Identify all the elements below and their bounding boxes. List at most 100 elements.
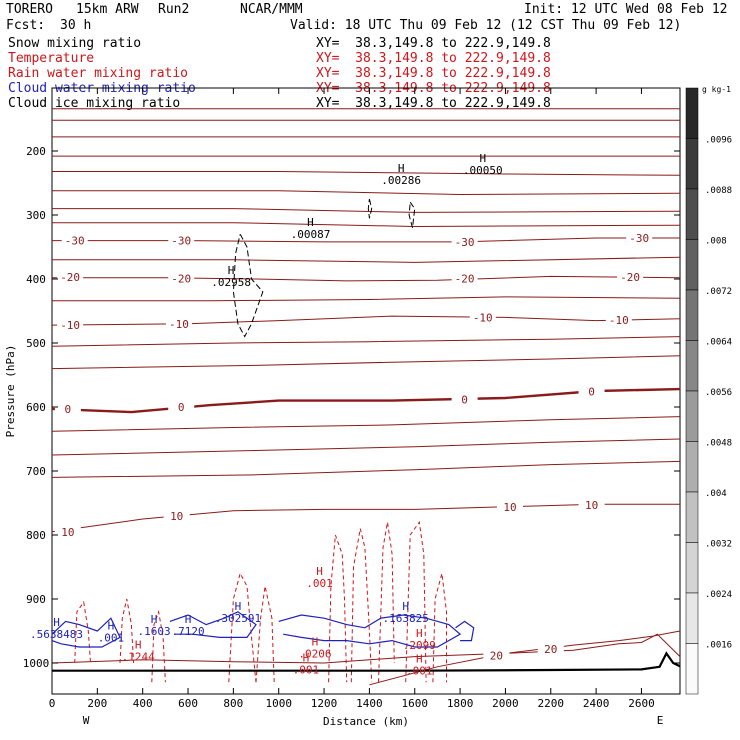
rain-max-value: .0206: [298, 647, 331, 660]
temperature-contour-label: -20: [620, 271, 640, 284]
temperature-contour-label: -30: [171, 235, 191, 248]
model-resolution: 15km ARW: [76, 2, 139, 17]
colorbar-segment: [685, 542, 699, 594]
colorbar-segment: [685, 441, 699, 493]
rain-mixing-contour: [119, 598, 135, 664]
contour-label-background: [483, 649, 510, 662]
legend-field-label: Temperature: [8, 51, 95, 66]
east-end-label: E: [657, 714, 664, 727]
cloud-water-max-marker: H: [235, 600, 242, 613]
rain-mixing-contour: [328, 534, 348, 683]
temperature-contour-line: [51, 416, 681, 432]
y-axis-tick-label: 300: [26, 209, 46, 222]
contour-label-background: [168, 401, 195, 413]
temperature-contour-line: [51, 336, 681, 347]
cloud-water-max-marker: H: [185, 613, 192, 626]
colorbar-segment: [685, 138, 699, 190]
cloud-water-contour: [278, 614, 462, 648]
legend-field-label: Rain water mixing ratio: [8, 66, 189, 81]
snow-mixing-contour: [408, 201, 416, 228]
contour-label-background: [451, 393, 478, 406]
x-axis-tick-label: 200: [87, 697, 107, 710]
colorbar-tick-label: .008: [705, 237, 727, 247]
cloud-water-max-marker: H: [402, 600, 409, 613]
colorbar-tick-label: .0072: [705, 287, 732, 297]
temperature-contour-label: -10: [609, 314, 629, 327]
contour-label-background: [163, 509, 190, 522]
temperature-contour-line: [51, 460, 681, 478]
terrain-line: [52, 651, 681, 672]
x-axis-tick-label: 1400: [356, 697, 383, 710]
colorbar-segment: [685, 390, 699, 442]
x-axis-tick-label: 0: [49, 697, 56, 710]
colorbar-segment: [685, 188, 699, 240]
legend-field-label: Cloud ice mixing ratio: [8, 96, 181, 111]
contour-label-background: [626, 232, 653, 245]
temperature-contour-label: -20: [455, 272, 475, 285]
cloud-water-max-marker: H: [108, 619, 115, 632]
rain-max-value: .001: [306, 577, 333, 590]
rain-max-marker: H: [316, 565, 323, 578]
temperature-contour-label: 10: [170, 510, 183, 523]
x-axis-tick-label: 400: [133, 697, 153, 710]
contour-label-background: [54, 402, 81, 415]
rain-max-marker: H: [135, 639, 142, 652]
colorbar-tick-label: .0048: [705, 439, 732, 449]
rain-max-value: .001: [293, 663, 320, 676]
x-axis-tick-label: 600: [178, 697, 198, 710]
plot-frame: [51, 87, 681, 695]
temperature-contour-label: 10: [61, 526, 74, 539]
contour-label-background: [165, 317, 192, 330]
cloud-water-max-marker: H: [53, 616, 60, 629]
temperature-contour-label: 0: [178, 401, 185, 414]
temperature-contour-line: [52, 208, 681, 213]
contour-label-background: [496, 500, 523, 513]
temperature-contour-label: 10: [585, 499, 598, 512]
contour-label-background: [61, 234, 88, 247]
snow-max-marker: H: [228, 264, 235, 277]
colorbar-segment: [685, 592, 699, 644]
rain-max-marker: H: [303, 651, 310, 664]
contour-label-background: [537, 642, 564, 655]
contour-label-background: [578, 385, 605, 398]
snow-max-marker: H: [398, 162, 405, 175]
cloud-water-contour: [455, 620, 475, 642]
colorbar-tick-label: .0088: [705, 186, 732, 196]
cloud-water-max-value: .302591: [215, 612, 261, 625]
colorbar-segment: [685, 239, 699, 291]
model-run: Run2: [158, 2, 190, 17]
temperature-contour-label: 20: [490, 649, 503, 662]
colorbar-segment: [685, 289, 699, 341]
temperature-contour-label: -20: [171, 272, 191, 285]
temperature-contour-label: 0: [65, 403, 72, 416]
colorbar-tick-label: .0096: [705, 136, 732, 146]
model-org: NCAR/MMM: [240, 2, 303, 17]
cloud-water-max-value: .7120: [171, 625, 204, 638]
cloud-water-max-marker: H: [151, 613, 158, 626]
colorbar-unit: g kg-1: [702, 85, 731, 94]
snow-max-value: .02958: [211, 276, 251, 289]
legend-xy-range: XY= 38.3,149.8 to 222.9,149.8: [316, 66, 551, 81]
contour-label-background: [168, 272, 195, 285]
contour-label-background: [168, 234, 195, 247]
colorbar-tick-label: .0016: [705, 641, 732, 651]
y-axis-tick-label: 800: [26, 529, 46, 542]
rain-max-marker: H: [312, 635, 319, 648]
x-axis-tick-label: 2200: [538, 697, 565, 710]
contour-label-background: [451, 272, 478, 285]
forecast-label: Fcst:: [6, 18, 46, 33]
rain-mixing-contour: [255, 586, 275, 683]
x-axis-tick-label: 1600: [401, 697, 428, 710]
temperature-contour-label: 10: [503, 501, 516, 514]
temperature-contour-label: 0: [461, 393, 468, 406]
colorbar-tick-label: .0032: [705, 540, 732, 550]
snow-max-value: .00087: [291, 228, 331, 241]
temperature-contour-line: [51, 315, 681, 326]
contour-label-background: [54, 525, 81, 538]
temperature-contour-label: -10: [473, 311, 493, 324]
x-axis-tick-label: 2400: [583, 697, 610, 710]
temperature-contour-line: [52, 256, 681, 263]
x-axis-tick-label: 1000: [265, 697, 292, 710]
temperature-contour-line: [52, 171, 681, 176]
temperature-contour-line: [52, 190, 681, 196]
